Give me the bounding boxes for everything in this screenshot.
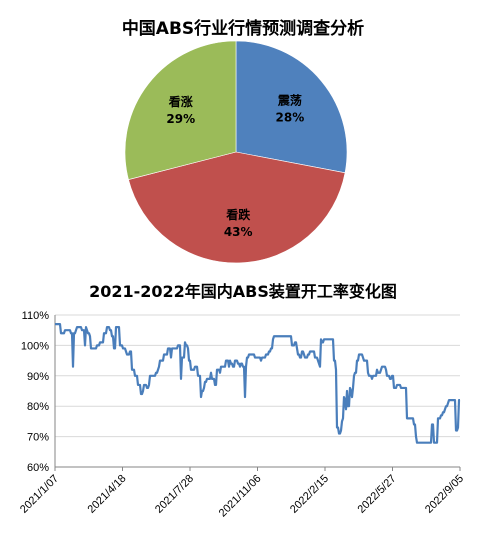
pie-slice-0 bbox=[235, 40, 348, 174]
x-tick-label: 2022/2/15 bbox=[288, 473, 331, 516]
x-tick-label: 2022/9/05 bbox=[423, 473, 466, 516]
utilization-line bbox=[54, 323, 461, 444]
pie-slice-1 bbox=[128, 151, 346, 264]
line-chart: 60% 70% 80% 90% 100% 110% 2021/1/07 2021/4/18 20… bbox=[18, 310, 466, 519]
pie-slice-label-2: 看涨 bbox=[169, 94, 193, 109]
x-tick-label: 2021/11/06 bbox=[217, 473, 264, 520]
x-tick-label: 2021/1/07 bbox=[18, 473, 61, 516]
x-tick-label: 2021/4/18 bbox=[86, 473, 129, 516]
pie-chart: 震荡 28% 看跌 43% 看涨 29% bbox=[124, 40, 348, 264]
y-tick-label: 80% bbox=[27, 401, 49, 413]
y-tick-label: 110% bbox=[22, 310, 50, 322]
y-tick-label: 90% bbox=[27, 371, 49, 383]
pie-slice-label-0: 震荡 bbox=[278, 92, 302, 107]
y-tick-label: 100% bbox=[21, 340, 49, 352]
x-tick-label: 2021/7/28 bbox=[153, 473, 196, 516]
pie-slice-value-2: 29% bbox=[166, 112, 195, 126]
pie-slice-value-0: 28% bbox=[276, 110, 305, 124]
pie-slice-label-1: 看跌 bbox=[226, 207, 251, 222]
pie-slice-value-1: 43% bbox=[224, 225, 253, 239]
y-tick-label: 60% bbox=[27, 462, 49, 474]
pie-slice-2 bbox=[124, 40, 237, 180]
y-tick-label: 70% bbox=[27, 432, 49, 444]
pie-chart-title: 中国ABS行业行情预测调查分析 bbox=[121, 19, 365, 39]
line-chart-title: 2021-2022年国内ABS装置开工率变化图 bbox=[89, 282, 397, 301]
x-tick-label: 2022/5/27 bbox=[356, 473, 399, 516]
